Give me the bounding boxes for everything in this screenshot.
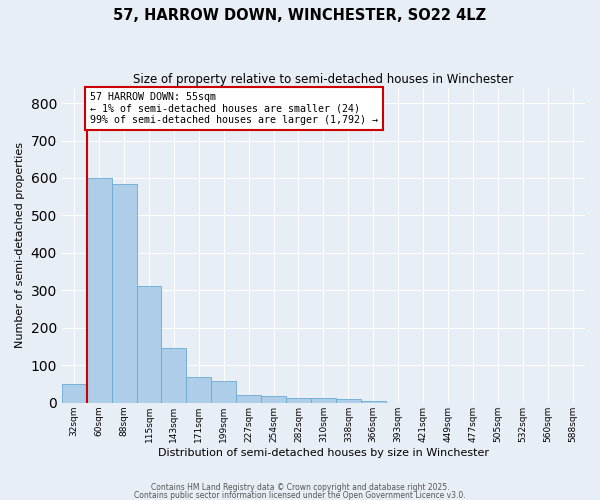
Text: Contains public sector information licensed under the Open Government Licence v3: Contains public sector information licen…	[134, 491, 466, 500]
Bar	[187, 378, 211, 403]
Bar	[361, 401, 386, 403]
Text: 57, HARROW DOWN, WINCHESTER, SO22 4LZ: 57, HARROW DOWN, WINCHESTER, SO22 4LZ	[113, 8, 487, 22]
Bar	[161, 348, 187, 403]
Bar	[236, 396, 261, 403]
Bar	[87, 178, 112, 403]
Bar	[211, 381, 236, 403]
Bar	[137, 286, 161, 403]
Bar	[311, 398, 336, 403]
Title: Size of property relative to semi-detached houses in Winchester: Size of property relative to semi-detach…	[133, 72, 514, 86]
X-axis label: Distribution of semi-detached houses by size in Winchester: Distribution of semi-detached houses by …	[158, 448, 489, 458]
Bar	[62, 384, 87, 403]
Bar	[336, 399, 361, 403]
Bar	[112, 184, 137, 403]
Text: Contains HM Land Registry data © Crown copyright and database right 2025.: Contains HM Land Registry data © Crown c…	[151, 484, 449, 492]
Bar	[286, 398, 311, 403]
Y-axis label: Number of semi-detached properties: Number of semi-detached properties	[15, 142, 25, 348]
Text: 57 HARROW DOWN: 55sqm
← 1% of semi-detached houses are smaller (24)
99% of semi-: 57 HARROW DOWN: 55sqm ← 1% of semi-detac…	[91, 92, 379, 125]
Bar	[261, 396, 286, 403]
